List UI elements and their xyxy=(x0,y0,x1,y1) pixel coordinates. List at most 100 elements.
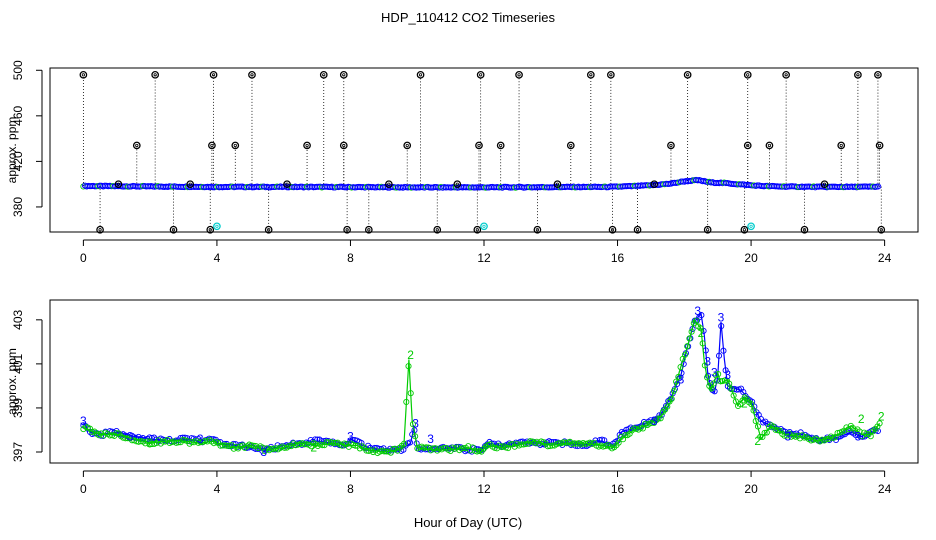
bottom-x-tick-label: 4 xyxy=(214,482,221,496)
bottom-series-3-point xyxy=(720,347,727,354)
top-outlier-low-inner xyxy=(535,228,540,232)
bottom-series-3-point xyxy=(347,437,354,444)
top-outlier-high-inner xyxy=(876,73,880,77)
top-outlier-low-inner xyxy=(267,228,271,232)
top-outlier-low xyxy=(800,225,809,234)
top-outlier-400-inner xyxy=(822,182,827,186)
bottom-series-2-point xyxy=(615,439,622,446)
top-outlier-low-inner xyxy=(435,228,439,232)
top-outlier-high xyxy=(854,70,862,79)
bottom-series-3-point xyxy=(312,436,319,443)
top-outlier-mid xyxy=(765,141,774,150)
bottom-series-2-point xyxy=(728,386,735,393)
top-y-tick-label: 420 xyxy=(11,151,25,171)
bottom-series-2-point xyxy=(383,448,390,455)
top-outlier-mid-inner xyxy=(233,143,237,148)
bottom-series-2-point xyxy=(582,440,589,447)
bottom-point-label: 3 xyxy=(678,372,685,386)
top-outlier-low xyxy=(343,225,351,234)
top-outlier-low-inner xyxy=(98,228,102,232)
bottom-series-2-point xyxy=(677,364,684,371)
bottom-series-2-point xyxy=(133,438,140,445)
top-outlier-low-inner xyxy=(610,228,615,232)
top-outlier-mid xyxy=(403,141,412,150)
bottom-series-3-point xyxy=(676,375,683,382)
top-outlier-mid xyxy=(667,141,675,150)
bottom-series-3-point xyxy=(596,437,603,444)
top-outlier-cyan-inner xyxy=(749,224,753,228)
top-outlier-low-inner xyxy=(802,228,807,232)
bottom-series-2-point xyxy=(757,433,764,441)
bottom-series-2-point xyxy=(412,433,419,440)
bottom-series-2-point xyxy=(856,428,863,435)
top-outlier-mid xyxy=(208,141,216,150)
bottom-point-label: 3 xyxy=(718,311,725,325)
bottom-series-2-point xyxy=(301,441,308,448)
bottom-series-2-point xyxy=(754,423,762,430)
bottom-series-2-point xyxy=(675,373,682,380)
bottom-series-2-point xyxy=(179,436,186,443)
top-outlier-high-inner xyxy=(211,73,216,77)
top-outlier-low xyxy=(740,225,749,234)
top-x-tick-label: 8 xyxy=(347,251,354,265)
top-outlier-mid-inner xyxy=(767,143,772,148)
top-outlier-low-inner xyxy=(171,228,176,232)
top-outlier-high-inner xyxy=(856,73,860,77)
top-outlier-400-inner xyxy=(285,182,289,186)
bottom-point-label: 3 xyxy=(724,368,731,382)
bottom-series-3-point xyxy=(764,420,771,428)
bottom-y-tick-label: 399 xyxy=(11,398,25,418)
bottom-point-label: 3 xyxy=(711,366,718,380)
bottom-series-2-point xyxy=(549,442,556,449)
bottom-point-label: 3 xyxy=(347,430,354,444)
bottom-series-2-point xyxy=(128,437,136,444)
top-outlier-high xyxy=(743,70,752,79)
top-outlier-mid xyxy=(566,141,575,150)
bottom-series-2-point xyxy=(657,415,664,422)
bottom-series-2-point xyxy=(325,439,332,446)
top-outlier-high xyxy=(782,70,790,79)
bottom-series-2-point xyxy=(752,418,759,425)
top-outlier-high-inner xyxy=(418,73,423,77)
bottom-series-2-point xyxy=(319,442,326,449)
bottom-series-2-point xyxy=(409,421,416,428)
bottom-series-2-point xyxy=(148,440,155,447)
bottom-series-2-point xyxy=(748,401,755,408)
top-outlier-mid-inner xyxy=(569,143,573,148)
bottom-x-tick-label: 8 xyxy=(347,482,354,496)
bottom-series-2-point xyxy=(423,444,430,451)
top-outlier-high-inner xyxy=(342,73,346,77)
top-outlier-400 xyxy=(553,180,562,189)
top-outlier-high xyxy=(607,70,615,79)
top-outlier-mid xyxy=(303,141,311,150)
top-x-tick-label: 0 xyxy=(80,251,87,265)
bottom-series-2-point xyxy=(686,335,693,342)
top-outlier-mid-inner xyxy=(746,143,750,148)
top-outlier-mid-inner xyxy=(305,143,309,148)
top-outlier-low-inner xyxy=(706,228,710,232)
bottom-series-3-point xyxy=(715,352,723,359)
bottom-series-2-point xyxy=(681,351,689,358)
top-outlier-low xyxy=(169,225,178,234)
bottom-series-2-point xyxy=(330,439,337,447)
bottom-series-3-point xyxy=(406,439,414,446)
top-outlier-high-inner xyxy=(746,73,750,77)
bottom-series-2-point xyxy=(560,439,567,446)
top-x-tick-label: 16 xyxy=(611,251,625,265)
top-outlier-low-inner xyxy=(879,228,883,232)
top-outlier-400 xyxy=(453,180,462,189)
top-outlier-high-inner xyxy=(250,73,254,77)
top-outlier-400 xyxy=(114,180,123,189)
top-outlier-high-inner xyxy=(479,73,483,77)
top-outlier-mid xyxy=(231,141,240,150)
top-outlier-mid-inner xyxy=(405,143,409,148)
bottom-point-label: 2 xyxy=(858,412,865,426)
bottom-point-label: 2 xyxy=(741,397,748,411)
top-x-tick-label: 4 xyxy=(214,251,221,265)
top-outlier-high xyxy=(874,70,882,79)
top-outlier-400 xyxy=(283,180,291,189)
top-outlier-400-inner xyxy=(652,182,656,186)
top-outlier-high-inner xyxy=(784,73,788,77)
